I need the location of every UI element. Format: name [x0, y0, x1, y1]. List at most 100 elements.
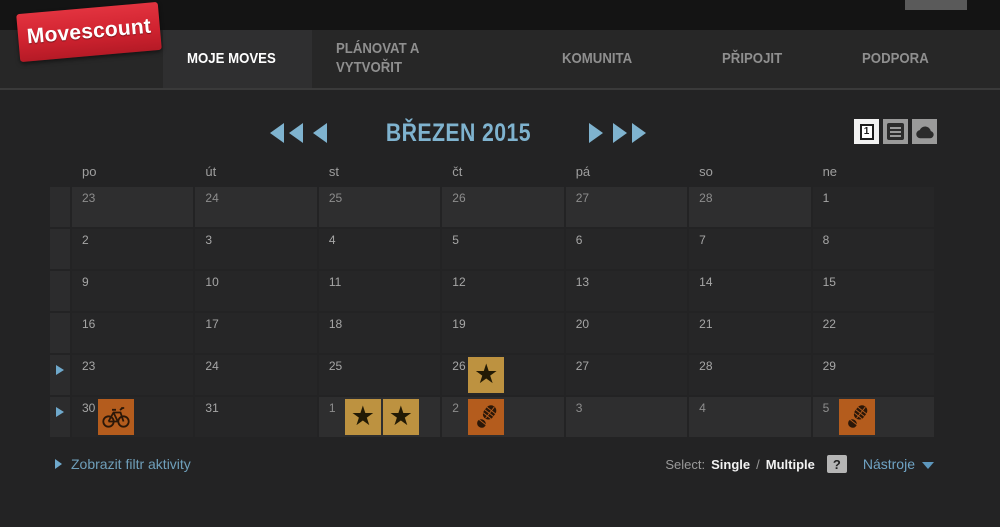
calendar-day-cell[interactable]: 3 — [195, 229, 317, 269]
week-expand-cell[interactable] — [50, 355, 70, 395]
calendar-day-cell[interactable]: 5 — [442, 229, 564, 269]
calendar-day-cell[interactable]: 4 — [318, 229, 441, 269]
footprint-icon[interactable] — [838, 399, 875, 435]
caret-down-icon — [922, 461, 934, 469]
left-arrow-icon — [312, 123, 327, 143]
day-header-po: po — [82, 164, 97, 179]
calendar-day-cell[interactable]: 15 — [812, 271, 934, 311]
calendar-grid: 23 24 25 26 27 28 1 2 3 4 5 6 7 8 9 10 11 12 13 14 15 16 17 18 1… — [50, 187, 934, 437]
calendar-day-cell[interactable]: 2 — [442, 397, 564, 437]
calendar-day-cell[interactable]: 31 — [195, 397, 317, 437]
calendar-day-cell[interactable]: 24 — [195, 355, 317, 395]
calendar-day-cell[interactable]: 3 — [565, 397, 688, 437]
day-header-pa: pá — [575, 164, 591, 179]
tools-dropdown[interactable]: Nástroje — [863, 456, 934, 472]
calendar-day-cell[interactable]: 26 — [442, 187, 564, 227]
calendar-day-cell[interactable]: 19 — [442, 313, 564, 353]
calendar-day-cell[interactable]: 6 — [565, 229, 688, 269]
nav-item-planovat-a-vytvorit[interactable]: PLÁNOVAT A VYTVOŘIT — [312, 30, 478, 88]
calendar-day-cell[interactable]: 28 — [689, 355, 811, 395]
tools-label: Nástroje — [862, 456, 915, 472]
nav-item-label: PLÁNOVAT A VYTVOŘIT — [335, 40, 419, 76]
nav-item-label: PŘIPOJIT — [721, 49, 782, 67]
help-button[interactable]: ? — [826, 455, 847, 473]
nav-item-komunita[interactable]: KOMUNITA — [538, 30, 666, 88]
star-icon[interactable]: ★ — [344, 399, 381, 435]
day-number: 22 — [822, 317, 836, 331]
calendar-day-cell[interactable]: 11 — [318, 271, 441, 311]
day-number: 6 — [575, 233, 583, 247]
activity-filter-toggle[interactable]: Zobrazit filtr aktivity — [55, 456, 191, 472]
cloud-view-button[interactable] — [912, 119, 937, 144]
calendar-title: BŘEZEN 2015 — [385, 118, 531, 147]
day-number: 5 — [452, 233, 459, 247]
calendar-day-cell[interactable]: 10 — [195, 271, 317, 311]
calendar-view-button[interactable]: 1 — [854, 119, 879, 144]
calendar-day-cell[interactable]: 12 — [442, 271, 564, 311]
week-expand-icon[interactable] — [56, 365, 64, 375]
calendar-day-cell[interactable]: 17 — [195, 313, 317, 353]
bicycle-icon[interactable] — [98, 399, 134, 435]
day-number: 29 — [822, 359, 836, 373]
prev-year-button[interactable] — [269, 123, 303, 143]
calendar-day-cell[interactable]: 25 — [318, 355, 441, 395]
double-left-arrow-icon — [269, 123, 284, 143]
calendar-day-cell[interactable]: 22 — [812, 313, 934, 353]
calendar-day-cell[interactable]: 14 — [689, 271, 811, 311]
calendar-day-cell[interactable]: 7 — [689, 229, 811, 269]
calendar-day-cell[interactable]: 25 — [318, 187, 441, 227]
calendar-day-cell[interactable]: 21 — [689, 313, 811, 353]
calendar-day-cell[interactable]: 26 ★ — [442, 355, 564, 395]
nav-item-label: PODPORA — [861, 49, 929, 67]
day-number: 3 — [205, 233, 213, 247]
footprint-icon[interactable] — [468, 399, 505, 435]
calendar-day-cell[interactable]: 24 — [195, 187, 317, 227]
week-expand-cell[interactable] — [50, 397, 70, 437]
next-month-button[interactable] — [589, 123, 604, 143]
calendar-day-cell[interactable]: 27 — [565, 187, 688, 227]
calendar-day-cell[interactable]: 28 — [689, 187, 811, 227]
select-multiple-option[interactable]: Multiple — [765, 456, 815, 472]
calendar-day-cell[interactable]: 13 — [565, 271, 688, 311]
day-number: 1 — [328, 401, 336, 415]
calendar-day-cell[interactable]: 1 ★ ★ — [318, 397, 441, 437]
calendar-day-cell[interactable]: 5 — [812, 397, 934, 437]
calendar-day-cell[interactable]: 8 — [812, 229, 934, 269]
week-expand-icon[interactable] — [56, 407, 64, 417]
calendar-day-cell[interactable]: 1 — [812, 187, 934, 227]
calendar-day-cell[interactable]: 30 — [72, 397, 194, 437]
day-number: 5 — [822, 401, 830, 415]
calendar-day-cell[interactable]: 29 — [812, 355, 934, 395]
calendar-header: BŘEZEN 2015 — [0, 116, 958, 150]
calendar-day-cell[interactable]: 16 — [72, 313, 194, 353]
calendar-day-cell[interactable]: 9 — [72, 271, 194, 311]
main-nav: Movescount MOJE MOVES PLÁNOVAT A VYTVOŘI… — [0, 1, 1000, 90]
star-icon[interactable]: ★ — [382, 399, 419, 435]
calendar-day-cell[interactable]: 27 — [565, 355, 688, 395]
day-number: 13 — [575, 275, 590, 289]
star-icon[interactable]: ★ — [468, 357, 505, 393]
calendar-day-cell[interactable]: 20 — [565, 313, 688, 353]
calendar-week-row: 23 24 25 26 ★ 27 28 29 — [50, 355, 934, 395]
week-expand-cell — [50, 187, 70, 227]
next-year-button[interactable] — [613, 123, 647, 143]
list-view-button[interactable] — [883, 119, 908, 144]
day-number: 4 — [699, 401, 706, 415]
day-number: 25 — [328, 359, 343, 373]
day-number: 4 — [328, 233, 336, 247]
nav-item-moje-moves[interactable]: MOJE MOVES — [163, 30, 312, 88]
prev-month-button[interactable] — [312, 123, 327, 143]
nav-item-pripojit[interactable]: PŘIPOJIT — [698, 30, 814, 88]
calendar-day-cell[interactable]: 23 — [72, 355, 194, 395]
day-number: 19 — [452, 317, 466, 331]
calendar-day-cell[interactable]: 23 — [72, 187, 194, 227]
day-header-st: st — [328, 164, 339, 179]
calendar-day-cell[interactable]: 18 — [318, 313, 441, 353]
calendar-day-cell[interactable]: 2 — [72, 229, 194, 269]
day-number: 11 — [328, 275, 342, 289]
nav-item-podpora[interactable]: PODPORA — [838, 30, 962, 88]
calendar-day-cell[interactable]: 4 — [689, 397, 811, 437]
day-number: 2 — [82, 233, 89, 247]
select-separator: / — [756, 456, 760, 472]
select-single-option[interactable]: Single — [711, 456, 751, 472]
